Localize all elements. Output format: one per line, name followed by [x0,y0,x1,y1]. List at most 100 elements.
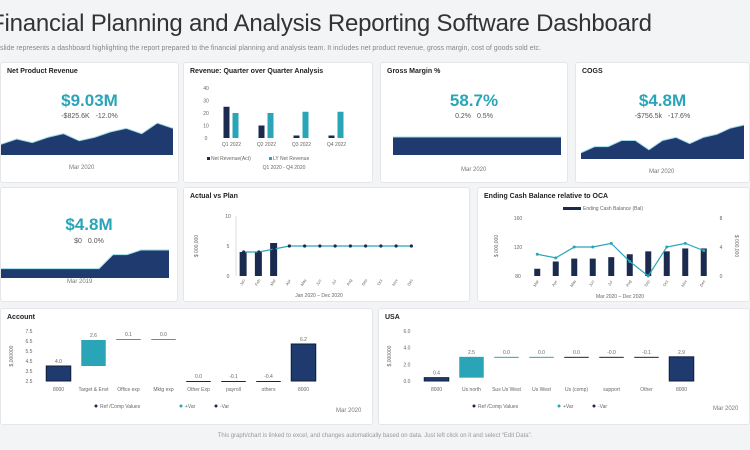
legend-label: Ending Cash Balance (Bal) [583,206,643,212]
x-tick-label: Sep [360,277,368,286]
kpi-value: $9.03M [61,91,118,110]
x-tick-label: 8000 [676,387,687,393]
chart-card-ending-cash[interactable]: Ending Cash Balance relative to OCA 80 12… [477,187,750,302]
x-tick-label: Oct [376,278,384,287]
line-oca [537,242,704,277]
sparkline-edge [580,124,745,154]
bar-ly-net-revenue [337,111,344,138]
kpi-card-cogs[interactable]: COGS $4.8M -$756.5k -17.6% Mar 2020 [575,62,750,183]
waterfall-bar [290,343,317,382]
x-tick-label: Mar [269,277,277,286]
y-tick-label: 5.5 [26,349,33,355]
plan-point [409,244,413,248]
y-tick-label: 5 [227,244,230,250]
usa-waterfall-chart: 0.0 2.0 4.0 6.0 $,000000 0.4 8000 2.5 Us north 0.… [387,329,695,410]
chart-date: Mar 2020 [713,406,739,412]
page-title: Financial Planning and Analysis Reportin… [0,10,652,37]
waterfall-bar [423,377,450,382]
chart-date: Mar 2020 [336,408,362,414]
bar-actual [270,243,278,276]
y-axis-label: $ 000,000 [494,235,500,257]
y-axis-label: $ 000,000 [194,235,200,257]
x-tick-label: Mktg exp [153,387,174,393]
waterfall-bar [564,356,589,358]
kpi-card-gross-margin[interactable]: Gross Margin % 58.7% 0.2% 0.5% Mar 2020 [380,62,568,183]
data-label: 2.5 [468,350,475,356]
plan-point [333,244,337,248]
x-tick-label: 8000 [298,387,309,393]
bar-actual [239,252,247,276]
kpi-date: Mar 2020 [649,169,675,175]
waterfall-bar [634,356,659,358]
data-label: 4.0 [55,359,62,365]
bar-cash-balance [700,248,707,276]
waterfall-bar [116,339,141,340]
x-tick-label: Aug [625,279,633,288]
bar-cash-balance [589,258,596,276]
plan-point [242,250,246,254]
oca-point [628,260,632,263]
x-tick-label: Us West [532,387,551,393]
plan-point [379,244,383,248]
footer-note: This graph/chart is linked to excel, and… [217,433,533,439]
kpi-card-net-product-revenue[interactable]: Net Product Revenue $9.03M -$825.6K -12.… [0,62,179,183]
x-tick-label: Apr [284,278,292,286]
x-tick-label: May [569,279,577,288]
x-tick-label: Us (comp) [565,387,588,393]
plan-point [364,244,368,248]
card-title: Net Product Revenue [7,68,78,75]
kpi-value: 58.7% [449,91,499,110]
y-tick-label: 6.0 [404,329,411,335]
y-tick-label: 20 [203,111,209,117]
oca-point [665,245,669,249]
kpi-delta: -$825.6K -12.0% [61,113,118,120]
y-tick-label: 6.5 [26,339,33,345]
x-tick-label: Jan [239,278,247,286]
revenue-qoq-chart: 0 10 20 30 40 Q1 2022 Q2 2022 Q3 2022 Q4 2022 Net… [203,86,346,171]
sparkline-area [1,250,169,278]
legend-marker [179,404,183,408]
y-tick-label: 0 [227,274,230,280]
plan-point [318,244,322,248]
chart-card-usa-waterfall[interactable]: USA 0.0 2.0 4.0 6.0 $,000000 0.4 8000 2.5 Us nor… [378,308,750,425]
kpi-date: Mar 2019 [67,279,93,285]
legend-marker [214,404,218,408]
bar-ly-net-revenue [267,113,274,138]
ending-cash-chart: 80 120 160 0 4 8 $ 000,000 $ 000,000 Ending Cash… [494,206,739,300]
y-tick-label: 0 [205,136,208,142]
bar-net-revenue [328,135,335,138]
x-tick-label: Sus Us West [492,387,521,393]
x-tick-label: Feb [254,277,262,286]
card-title: Gross Margin % [387,68,441,75]
x-tick-label: Other [640,387,653,393]
y-tick-label: 0.0 [404,379,411,385]
x-tick-label: Oct [662,279,670,288]
x-tick-label: Jun [588,279,596,287]
plan-point [257,250,261,254]
oca-point [646,274,650,278]
x-tick-label: Target & Envt [78,387,109,393]
y-axis-label: $,000000 [9,345,15,366]
card-title: Account [7,314,35,321]
legend-label: LY Net Revenue [273,156,309,162]
chart-card-actual-vs-plan[interactable]: Actual vs Plan 0 5 10 $ 000,000 Jan Feb Mar Apr… [183,187,470,302]
y-tick-label: 2.0 [404,362,411,368]
card-title: COGS [582,68,603,75]
data-label: -0.1 [642,350,651,356]
chart-card-revenue-qoq[interactable]: Revenue: Quarter over Quarter Analysis 0… [183,62,373,183]
x-tick-label: others [262,387,276,393]
x-axis-label: Mar 2020 – Dec 2020 [596,294,644,300]
waterfall-bar [494,356,519,358]
y-tick-label: 10 [225,214,231,220]
y-tick-label: 10 [203,124,209,130]
x-tick-label: Jun [315,278,323,286]
waterfall-bar [81,340,106,366]
kpi-card-secondary[interactable]: $4.8M $0 0.0% Mar 2019 [0,187,178,302]
y2-tick-label: 4 [720,245,723,251]
waterfall-bar [186,381,211,382]
legend-label: Net Revenue(Act) [211,156,251,162]
x-tick-label: Dec [699,279,707,288]
card-title: Actual vs Plan [190,193,238,200]
chart-card-account-waterfall[interactable]: Account 2.5 3.5 4.5 5.5 6.5 7.5 $,000000 4.0 800… [0,308,373,425]
legend-swatch [269,157,272,160]
